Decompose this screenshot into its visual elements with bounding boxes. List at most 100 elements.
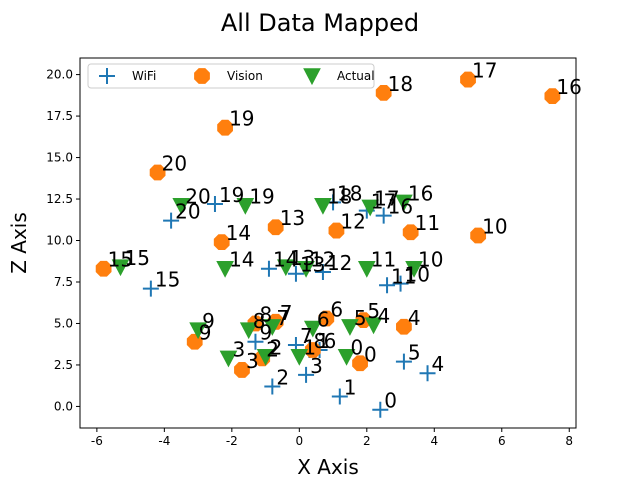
- wifi-point-label: 1: [344, 375, 357, 399]
- wifi-point-10: [392, 275, 409, 292]
- actual-point-14: [216, 261, 234, 278]
- vision-point-label: 1: [317, 329, 330, 353]
- vision-point-label: 7: [280, 301, 293, 325]
- vision-point-label: 5: [367, 299, 380, 323]
- legend-actual-marker: [303, 68, 321, 86]
- vision-point-0: [352, 355, 368, 372]
- actual-point-3: [219, 350, 238, 368]
- actual-point-13: [276, 259, 295, 277]
- actual-point-15: [111, 259, 130, 277]
- actual-point-label: 10: [418, 248, 443, 272]
- wifi-point-label: 5: [408, 341, 421, 365]
- wifi-point-label: 14: [273, 248, 298, 272]
- actual-point-label: 18: [327, 185, 352, 209]
- vision-point-3: [234, 362, 250, 378]
- actual-point-7: [263, 319, 282, 336]
- axis-ticks: -6 -4 -2 0 2 4 6 80.02.55.07.510.012.515.017.52…: [46, 68, 573, 448]
- wifi-point-3: [298, 366, 315, 383]
- vision-point-label: 2: [266, 337, 279, 361]
- y-tick-label: 5.0: [54, 316, 73, 330]
- vision-point-label: 17: [472, 59, 497, 83]
- vision-point-12: [328, 222, 345, 239]
- vision-point-label: 19: [229, 107, 254, 131]
- actual-point-label: 5: [354, 306, 367, 330]
- actual-point-label: 17: [374, 186, 399, 210]
- data-points: [95, 71, 561, 418]
- wifi-point-5: [395, 353, 412, 370]
- wifi-point-label: 18: [337, 181, 362, 205]
- chart-title: All Data Mapped: [221, 9, 419, 37]
- actual-point-label: 12: [310, 248, 335, 272]
- actual-point-label: 7: [276, 306, 289, 330]
- vision-point-15: [95, 260, 112, 277]
- y-tick-label: 2.5: [54, 358, 73, 372]
- wifi-point-label: 16: [388, 195, 413, 219]
- wifi-point-1: [331, 388, 348, 405]
- actual-point-12: [297, 261, 315, 278]
- actual-point-1: [290, 348, 309, 366]
- vision-point-label: 20: [162, 151, 187, 175]
- actual-point-20: [172, 197, 191, 215]
- actual-point-label: 13: [290, 246, 315, 270]
- y-tick-label: 12.5: [46, 192, 73, 206]
- y-tick-label: 10.0: [46, 234, 73, 248]
- wifi-point-label: 17: [371, 190, 396, 214]
- y-tick-label: 15.0: [46, 151, 73, 165]
- actual-point-2: [256, 348, 275, 366]
- wifi-point-label: 6: [324, 329, 337, 353]
- actual-point-0: [337, 348, 356, 366]
- wifi-point-14: [260, 260, 277, 277]
- actual-point-label: 6: [317, 307, 330, 331]
- vision-point-label: 16: [556, 75, 581, 99]
- wifi-point-label: 11: [391, 264, 416, 288]
- y-tick-label: 20.0: [46, 68, 73, 82]
- x-tick-label: 4: [430, 434, 438, 448]
- vision-point-4: [396, 318, 412, 335]
- actual-point-label: 14: [229, 248, 254, 272]
- actual-point-label: 19: [249, 185, 274, 209]
- vision-point-label: 8: [259, 302, 272, 326]
- actual-point-10: [405, 261, 423, 278]
- vision-point-label: 18: [388, 72, 413, 96]
- wifi-point-label: 9: [259, 321, 272, 345]
- wifi-point-label: 2: [276, 366, 289, 390]
- wifi-point-label: 8: [313, 329, 326, 353]
- x-tick-label: 6: [498, 434, 506, 448]
- vision-point-label: 9: [199, 321, 212, 345]
- vision-point-label: 10: [482, 215, 507, 239]
- legend-actual-label: Actual: [337, 69, 375, 83]
- actual-point-18: [314, 197, 332, 215]
- vision-point-11: [402, 224, 419, 241]
- legend-vision-label: Vision: [227, 69, 263, 83]
- vision-point-1: [304, 342, 321, 358]
- vision-point-label: 4: [408, 306, 421, 330]
- vision-point-label: 6: [330, 297, 343, 321]
- legend-wifi-marker: [99, 68, 115, 84]
- wifi-point-label: 19: [219, 183, 244, 207]
- y-axis-label: Z Axis: [7, 212, 31, 274]
- x-tick-label: 2: [363, 434, 371, 448]
- wifi-point-label: 13: [300, 253, 325, 277]
- wifi-point-label: 12: [327, 251, 352, 275]
- plot-frame: [79, 57, 577, 429]
- x-tick-label: 0: [295, 434, 303, 448]
- y-tick-label: 7.5: [54, 275, 73, 289]
- wifi-point-19: [206, 196, 223, 213]
- vision-point-18: [375, 84, 392, 101]
- vision-point-label: 11: [415, 211, 440, 235]
- vision-point-6: [318, 310, 335, 327]
- actual-point-11: [357, 261, 376, 278]
- wifi-point-16: [375, 207, 392, 224]
- actual-point-label: 20: [185, 185, 210, 209]
- wifi-point-label: 7: [300, 324, 313, 348]
- vision-point-13: [267, 219, 284, 236]
- legend-vision-marker: [194, 68, 210, 84]
- x-tick-label: 8: [565, 434, 573, 448]
- wifi-point-label: 15: [155, 268, 180, 292]
- wifi-point-label: 0: [384, 389, 397, 413]
- actual-point-6: [303, 320, 322, 338]
- wifi-point-label: 20: [175, 200, 200, 224]
- actual-point-label: 11: [371, 248, 396, 272]
